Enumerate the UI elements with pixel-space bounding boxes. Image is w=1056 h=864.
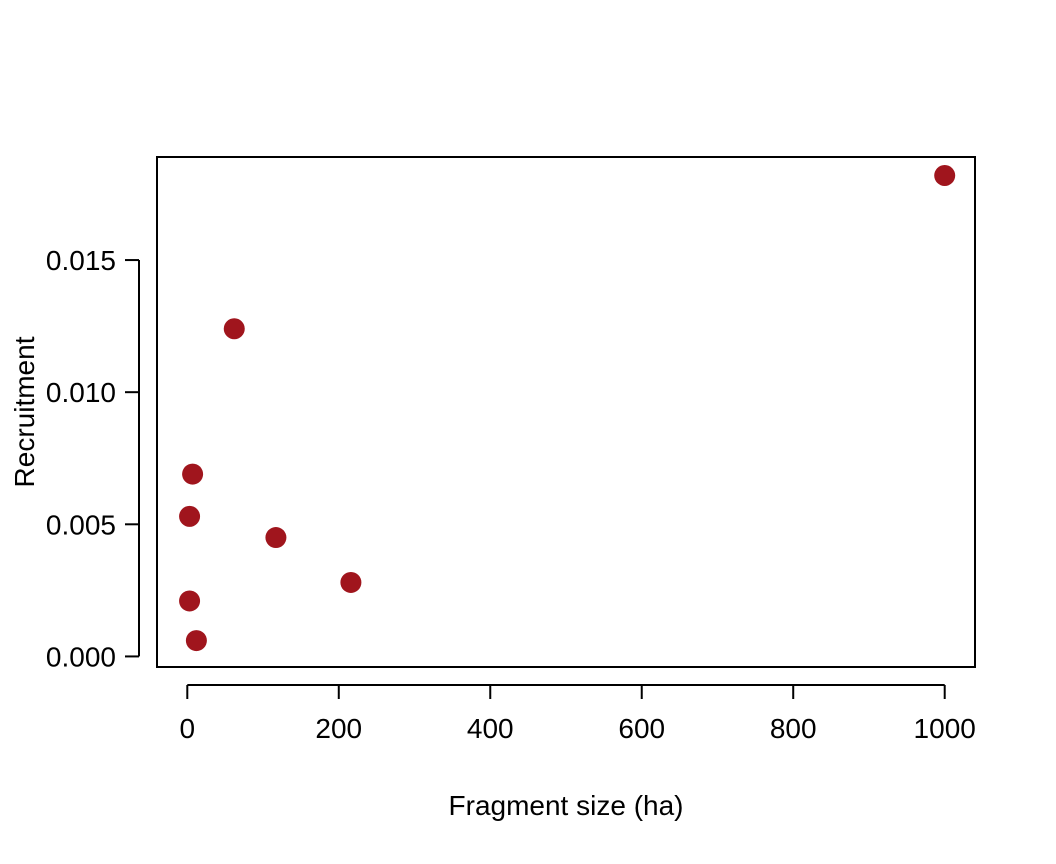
x-tick-label: 200 xyxy=(315,713,362,744)
x-tick-label: 400 xyxy=(467,713,514,744)
y-axis: 0.000 0.005 0.010 0.015 xyxy=(46,245,140,672)
x-axis-title: Fragment size (ha) xyxy=(449,790,684,821)
y-tick-label: 0.015 xyxy=(46,245,116,276)
data-point xyxy=(223,318,245,340)
y-tick-label: 0.010 xyxy=(46,377,116,408)
y-tick-label: 0.005 xyxy=(46,509,116,540)
data-point xyxy=(934,164,956,186)
y-axis-title: Recruitment xyxy=(9,336,40,487)
x-axis: 0 200 400 600 800 1000 xyxy=(180,684,976,744)
y-tick-label: 0.000 xyxy=(46,641,116,672)
data-point xyxy=(265,527,287,549)
x-tick-label: 1000 xyxy=(914,713,976,744)
data-point xyxy=(185,630,207,652)
data-point xyxy=(340,571,362,593)
x-tick-label: 800 xyxy=(770,713,817,744)
x-tick-label: 0 xyxy=(180,713,196,744)
x-tick-label: 600 xyxy=(618,713,665,744)
data-points xyxy=(179,164,956,652)
data-point xyxy=(179,590,201,612)
plot-frame xyxy=(156,156,976,668)
data-point xyxy=(182,463,204,485)
data-point xyxy=(179,505,201,527)
